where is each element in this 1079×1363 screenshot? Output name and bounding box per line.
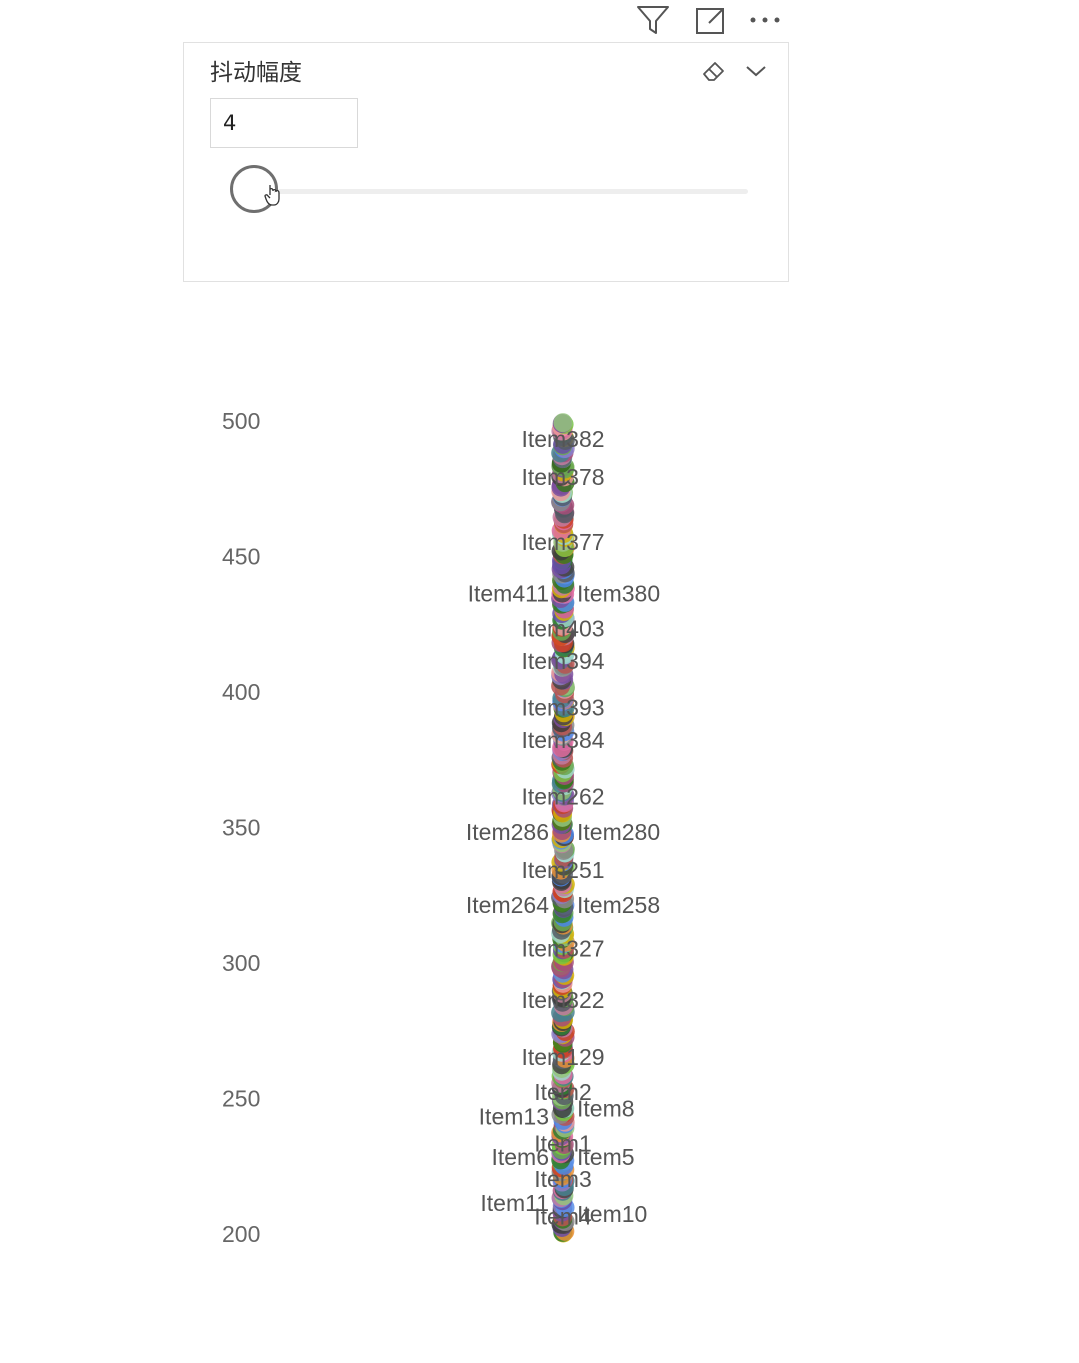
y-tick-label: 300 [222, 950, 260, 976]
point-label: Item380 [577, 580, 660, 606]
y-tick-label: 250 [222, 1086, 260, 1112]
visual-header [630, 0, 790, 40]
point-label: Item382 [521, 426, 604, 452]
y-tick-label: 500 [222, 408, 260, 434]
jitter-value-input[interactable]: 4 [210, 98, 358, 148]
point-label: Item393 [521, 694, 604, 720]
point-label: Item411 [468, 580, 549, 606]
y-tick-label: 450 [222, 544, 260, 570]
slider-track[interactable] [256, 189, 748, 194]
slicer-title: 抖动幅度 [210, 60, 302, 86]
point-label: Item4 [534, 1204, 592, 1230]
hand-cursor-icon [264, 185, 280, 206]
point-label: Item286 [466, 819, 549, 845]
focus-mode-icon[interactable] [694, 4, 728, 36]
point-label: Item6 [491, 1144, 549, 1170]
slicer-tools [700, 57, 770, 85]
point-label: Item403 [521, 616, 604, 642]
point-label: Item384 [521, 727, 604, 753]
point-label: Item327 [521, 935, 604, 961]
y-tick-label: 350 [222, 815, 260, 841]
point-label: Item3 [534, 1166, 592, 1192]
y-tick-label: 200 [222, 1221, 260, 1247]
point-label: Item264 [466, 892, 549, 918]
point-label: Item280 [577, 819, 660, 845]
point-label: Item129 [521, 1044, 604, 1070]
points-layer [551, 413, 575, 1243]
point-label: Item322 [521, 987, 604, 1013]
labels-layer: Item382 Item378 Item377 Item411 Item380 Item4… [466, 426, 660, 1230]
chevron-down-icon[interactable] [742, 57, 770, 85]
point-label: Item1 [534, 1131, 592, 1157]
point-label: Item2 [534, 1079, 592, 1105]
point-label: Item394 [521, 648, 604, 674]
point-label: Item5 [577, 1144, 635, 1170]
eraser-icon[interactable] [700, 57, 728, 85]
y-axis: 200 250 300 350 400 450 500 [222, 408, 260, 1247]
point-label: Item10 [577, 1201, 647, 1227]
point-label: Item8 [577, 1095, 635, 1121]
jitter-slicer: 抖动幅度 4 [183, 42, 789, 282]
point-label: Item378 [521, 464, 604, 490]
point-label: Item11 [480, 1190, 549, 1216]
point-label: Item13 [479, 1103, 549, 1129]
point-label: Item251 [521, 857, 604, 883]
filter-icon[interactable] [636, 4, 670, 36]
point-label: Item262 [521, 784, 604, 810]
data-point[interactable] [553, 413, 573, 433]
point-label: Item258 [577, 892, 660, 918]
y-tick-label: 400 [222, 679, 260, 705]
point-label: Item377 [521, 529, 604, 555]
more-options-icon[interactable] [748, 4, 782, 36]
